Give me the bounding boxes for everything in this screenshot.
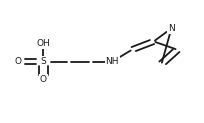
Text: O: O <box>14 57 21 66</box>
Text: S: S <box>40 57 46 66</box>
Text: NH: NH <box>105 57 119 66</box>
Text: OH: OH <box>36 39 50 48</box>
Text: O: O <box>40 75 47 84</box>
Text: N: N <box>167 24 174 33</box>
